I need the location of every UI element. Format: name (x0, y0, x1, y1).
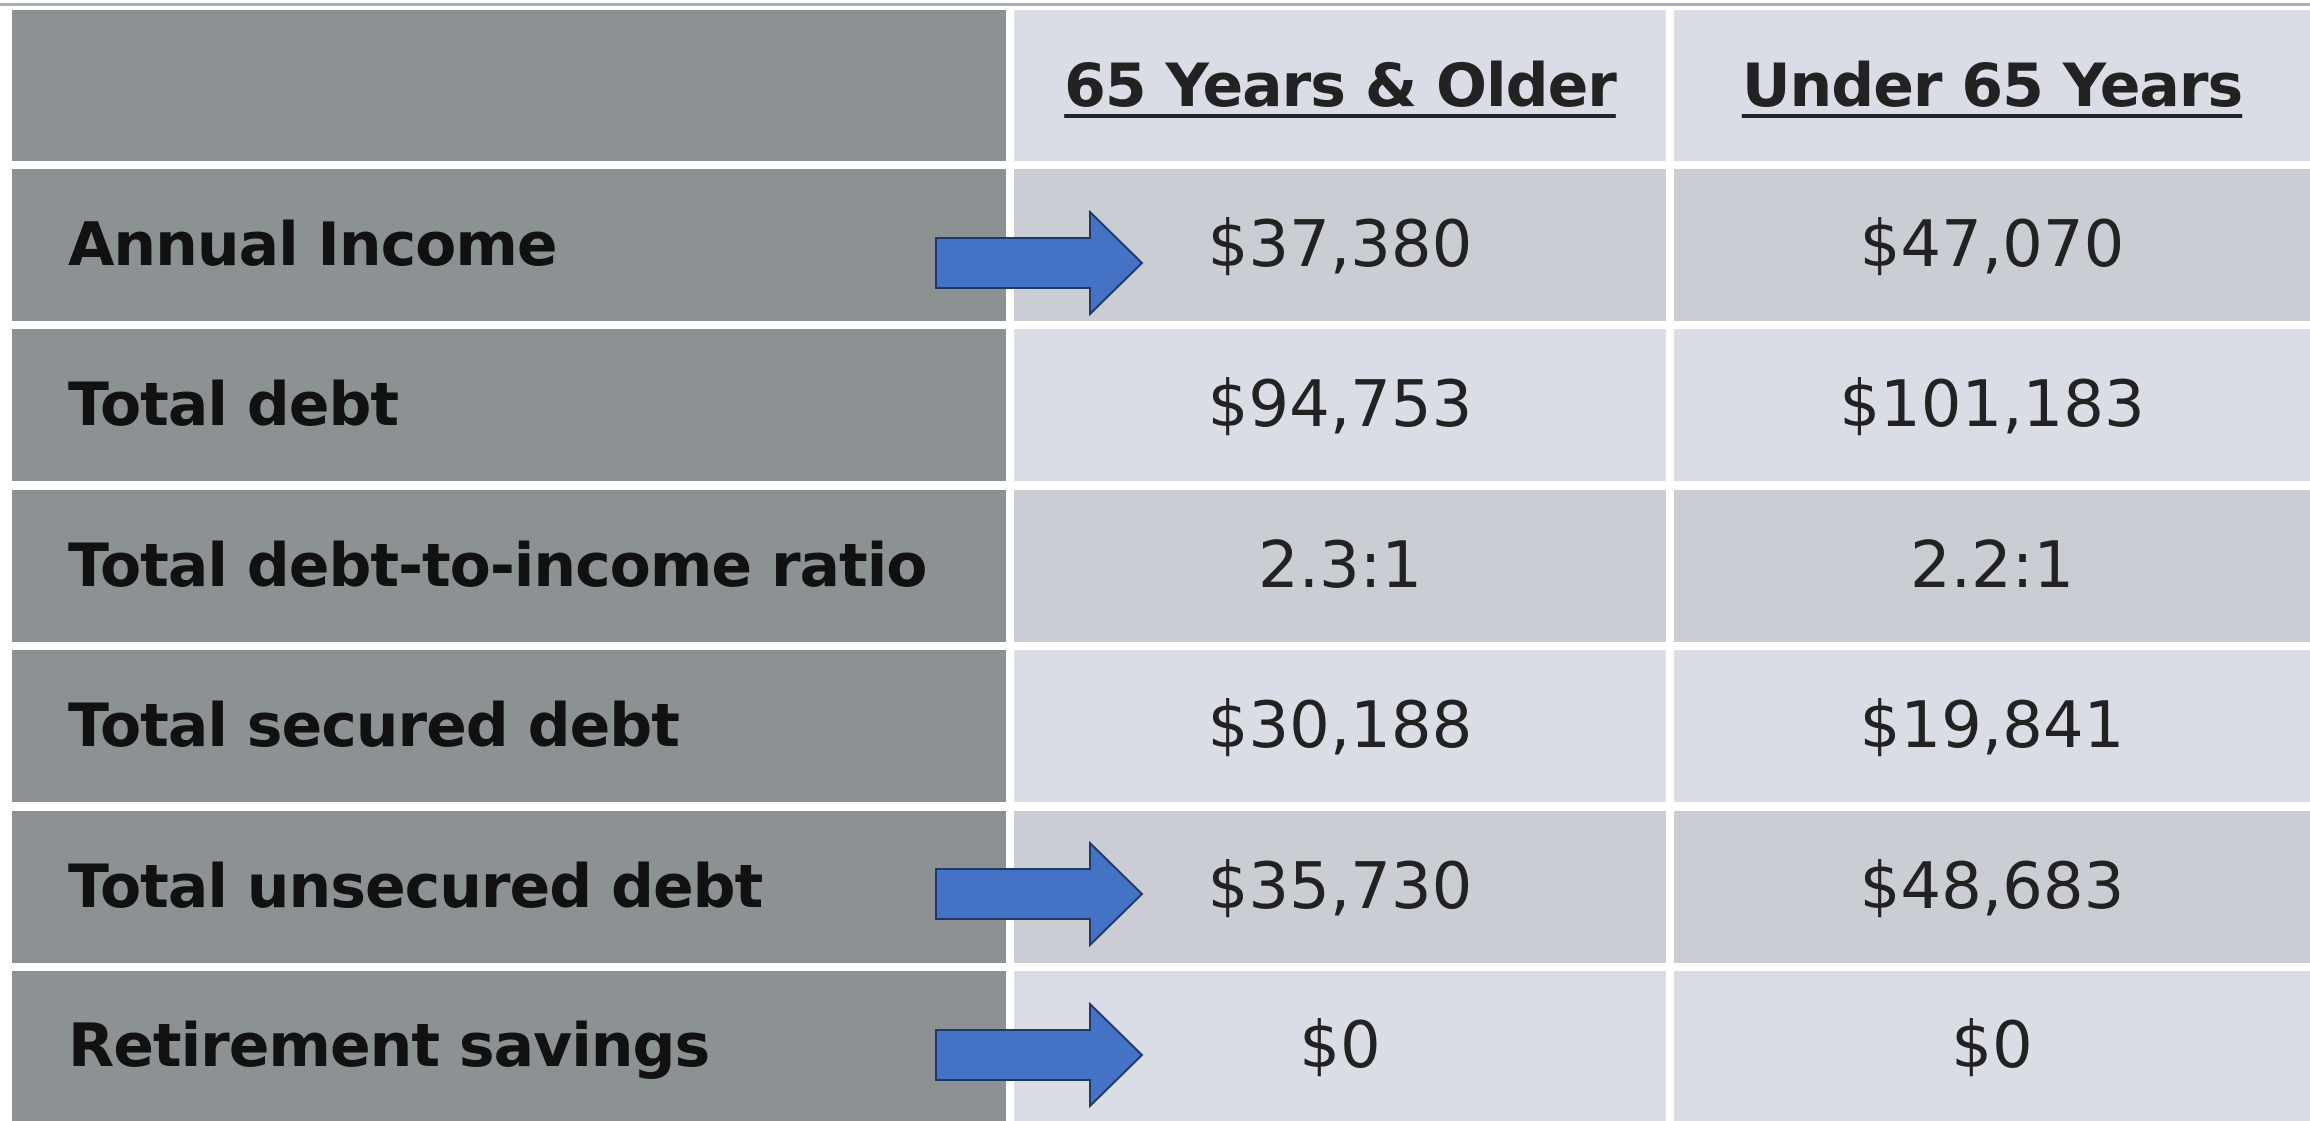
cell-value: $48,683 (1674, 811, 2310, 963)
cell-value: 2.2:1 (1674, 490, 2310, 642)
arrow (935, 210, 1144, 316)
row-label: Total secured debt (12, 650, 1006, 802)
row-label: Total debt (12, 329, 1006, 481)
column-header: 65 Years & Older (1014, 10, 1666, 161)
arrow (935, 841, 1144, 947)
cell-value: $30,188 (1014, 650, 1666, 802)
top-rule (0, 3, 2310, 6)
row-label: Annual Income (12, 169, 1006, 321)
row-label: Total unsecured debt (12, 811, 1006, 963)
cell-value: $101,183 (1674, 329, 2310, 481)
row-label: Retirement savings (12, 971, 1006, 1121)
row-label: Total debt-to-income ratio (12, 490, 1006, 642)
column-header: Under 65 Years (1674, 10, 2310, 161)
header-blank (12, 10, 1006, 161)
cell-value: $19,841 (1674, 650, 2310, 802)
cell-value: $47,070 (1674, 169, 2310, 321)
arrow (935, 1002, 1144, 1108)
cell-value: 2.3:1 (1014, 490, 1666, 642)
cell-value: $94,753 (1014, 329, 1666, 481)
cell-value: $0 (1674, 971, 2310, 1121)
